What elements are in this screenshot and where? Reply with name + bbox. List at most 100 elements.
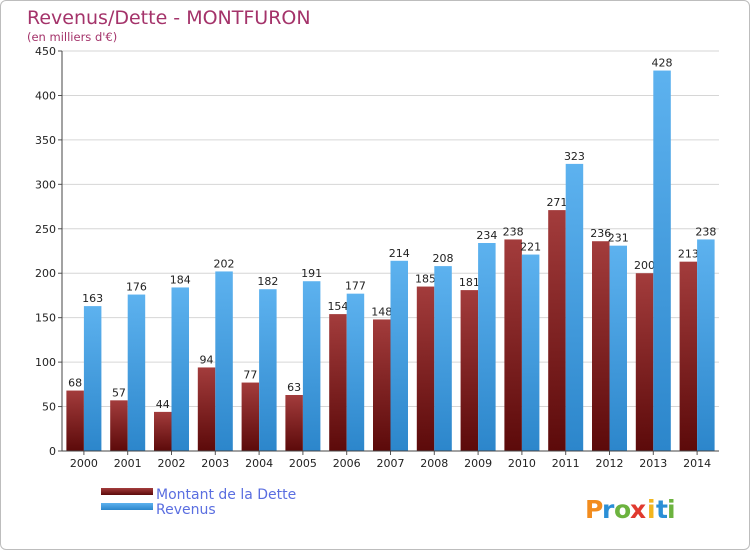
data-label-revenus: 221 <box>520 241 541 254</box>
data-label-dette: 44 <box>156 398 170 411</box>
x-tick-label: 2014 <box>683 457 711 470</box>
bar-revenus <box>609 245 627 451</box>
proxiti-logo: Pr ox i t i <box>585 495 676 524</box>
x-tick-label: 2012 <box>596 457 624 470</box>
chart-title: Revenus/Dette - MONTFURON <box>27 7 311 29</box>
bar-dette <box>110 400 128 451</box>
data-label-dette: 185 <box>415 273 436 286</box>
legend-label-dette: Montant de la Dette <box>156 487 296 503</box>
x-tick-label: 2000 <box>70 457 98 470</box>
data-label-revenus: 208 <box>433 252 454 265</box>
x-tick-label: 2002 <box>158 457 186 470</box>
bar-revenus <box>434 266 452 451</box>
bar-revenus <box>521 254 540 451</box>
bar-dette <box>285 395 303 451</box>
data-label-dette: 213 <box>678 248 699 261</box>
data-label-revenus: 191 <box>301 267 322 280</box>
bar-revenus <box>390 260 408 451</box>
data-label-revenus: 234 <box>476 229 497 242</box>
data-label-revenus: 231 <box>608 232 629 245</box>
bar-dette <box>679 261 698 451</box>
data-label-dette: 181 <box>459 276 480 289</box>
y-tick-label: 200 <box>35 267 56 280</box>
bar-dette <box>241 382 260 451</box>
y-tick-label: 400 <box>35 89 56 102</box>
bar-dette <box>460 290 479 451</box>
bar-dette <box>592 241 610 451</box>
bar-dette <box>548 210 566 451</box>
legend-swatch-dette <box>101 488 153 495</box>
x-tick-label: 2009 <box>464 457 492 470</box>
x-tick-label: 2013 <box>639 457 667 470</box>
x-tick-label: 2010 <box>508 457 536 470</box>
logo-letter: t <box>656 495 668 524</box>
x-tick-label: 2011 <box>552 457 580 470</box>
data-label-dette: 68 <box>68 377 82 390</box>
bar-revenus <box>565 163 584 451</box>
bar-dette <box>635 273 654 451</box>
bar-dette <box>373 319 391 451</box>
data-label-revenus: 176 <box>126 281 147 294</box>
bar-revenus <box>478 243 496 451</box>
logo-letter: r <box>602 495 615 524</box>
data-label-dette: 236 <box>590 227 611 240</box>
data-label-dette: 77 <box>243 369 257 382</box>
chart-subtitle: (en milliers d'€) <box>27 30 117 44</box>
bar-dette <box>197 367 216 451</box>
data-label-revenus: 323 <box>564 150 585 163</box>
data-label-revenus: 202 <box>214 257 235 270</box>
y-axis-ticks: 0 50 100 150 200 250 300 350 400 450 <box>35 45 62 458</box>
bar-dette <box>416 286 435 451</box>
logo-letter: i <box>647 495 656 524</box>
bar-dette <box>66 390 84 451</box>
legend-label-revenus: Revenus <box>156 502 216 518</box>
bar-revenus <box>127 294 146 451</box>
data-label-revenus: 177 <box>345 280 366 293</box>
x-tick-label: 2001 <box>114 457 142 470</box>
x-tick-label: 2003 <box>201 457 229 470</box>
data-label-revenus: 214 <box>389 247 410 260</box>
data-label-revenus: 184 <box>170 273 191 286</box>
bar-revenus <box>259 289 277 451</box>
bar-dette <box>329 314 347 451</box>
bar-revenus <box>346 293 365 451</box>
data-label-dette: 94 <box>200 353 214 366</box>
bar-dette <box>154 411 172 451</box>
y-tick-label: 0 <box>49 445 56 458</box>
x-tick-label: 2007 <box>377 457 405 470</box>
y-tick-label: 350 <box>35 134 56 147</box>
logo-letter: i <box>667 495 676 524</box>
data-label-dette: 148 <box>371 305 392 318</box>
bar-revenus <box>171 287 189 451</box>
y-tick-label: 300 <box>35 178 56 191</box>
logo-letter: o <box>614 495 631 524</box>
data-label-dette: 238 <box>503 225 524 238</box>
y-tick-label: 50 <box>42 401 56 414</box>
data-label-dette: 271 <box>546 196 567 209</box>
x-tick-label: 2004 <box>245 457 273 470</box>
x-tick-label: 2006 <box>333 457 361 470</box>
x-tick-label: 2008 <box>420 457 448 470</box>
bars: 68 163 57 176 44 184 94 202 77 182 63 191 154 177 148 2… <box>66 57 716 452</box>
data-label-revenus: 163 <box>82 292 103 305</box>
legend-swatch-revenus <box>101 503 153 510</box>
data-label-dette: 154 <box>327 300 348 313</box>
y-tick-label: 250 <box>35 223 56 236</box>
bar-revenus <box>83 306 102 451</box>
axes <box>61 51 719 452</box>
bar-revenus <box>302 281 321 451</box>
data-label-dette: 200 <box>634 259 655 272</box>
bar-revenus <box>215 271 233 451</box>
x-tick-label: 2005 <box>289 457 317 470</box>
y-tick-label: 100 <box>35 356 56 369</box>
bar-dette <box>504 239 522 451</box>
y-tick-label: 150 <box>35 312 56 325</box>
data-label-revenus: 238 <box>695 225 716 238</box>
data-label-revenus: 428 <box>652 57 673 70</box>
data-label-dette: 63 <box>287 381 301 394</box>
bar-revenus <box>697 239 715 451</box>
data-label-dette: 57 <box>112 386 126 399</box>
